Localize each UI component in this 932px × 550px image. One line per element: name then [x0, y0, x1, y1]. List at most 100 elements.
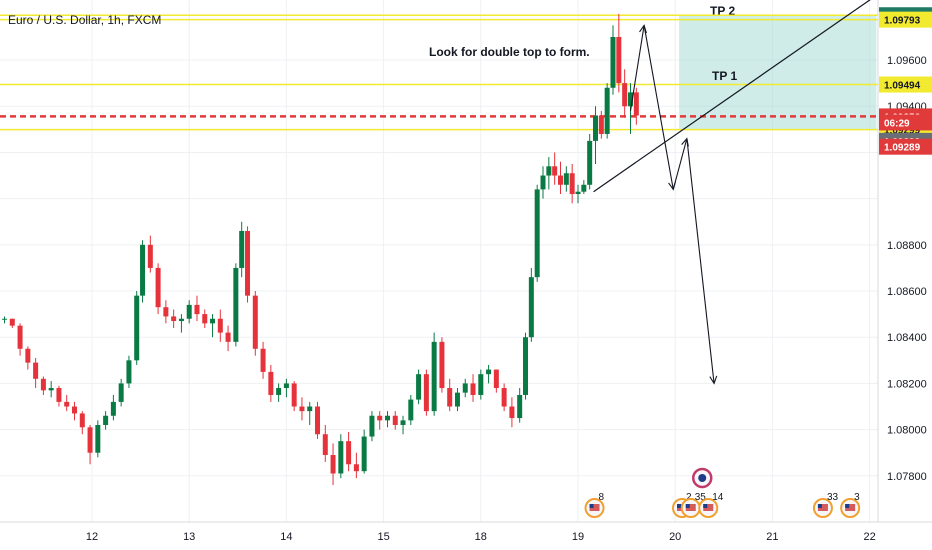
- candle-body: [517, 394, 523, 419]
- price-tick-label: 1.07800: [887, 471, 927, 483]
- event-count: 3: [854, 492, 860, 503]
- candle-body: [79, 413, 85, 428]
- event-marker[interactable]: 33: [812, 492, 839, 518]
- candle-body: [163, 307, 169, 317]
- candle-body: [569, 173, 575, 195]
- path-arrowhead: [709, 375, 718, 385]
- price-level-tag-text: 1.09299: [884, 126, 921, 137]
- economic-events[interactable]: 8 2 35 14 33 3: [584, 467, 861, 518]
- price-tag-text: 1.09289: [884, 143, 921, 154]
- flag-stripes: [703, 504, 714, 511]
- price-levels: [0, 14, 878, 131]
- price-tick-label: 1.08000: [887, 425, 927, 437]
- candle-body: [194, 304, 200, 315]
- path-arrowhead: [681, 137, 689, 147]
- candle-body: [25, 348, 31, 363]
- candle-body: [322, 434, 328, 456]
- candle-body: [110, 401, 116, 416]
- price-tag-text: 06:29: [884, 118, 910, 129]
- candle-body: [72, 406, 78, 414]
- flag-canton: [817, 504, 822, 508]
- event-marker[interactable]: 8: [584, 492, 605, 518]
- time-tick-label: 21: [766, 531, 778, 543]
- candle-body: [239, 230, 245, 268]
- candle-body: [454, 392, 460, 407]
- candle-body: [563, 173, 569, 185]
- candle-body: [552, 166, 558, 176]
- candle-body: [9, 318, 15, 326]
- candle-body: [126, 360, 132, 384]
- event-marker[interactable]: 14: [698, 492, 724, 518]
- flag-stripes: [845, 504, 856, 511]
- flag-canton: [845, 504, 850, 508]
- candle-body: [245, 230, 251, 296]
- candle-body: [338, 441, 344, 474]
- candle-body: [478, 374, 484, 395]
- price-axis[interactable]: 1.07800 1.08000 1.08200 1.08400 1.08600 1.088…: [877, 0, 932, 550]
- grid: [0, 0, 878, 522]
- candle-body: [118, 383, 124, 402]
- candle-body: [2, 318, 8, 320]
- candle-body: [384, 415, 390, 421]
- candle-body: [622, 83, 628, 107]
- candle-body: [486, 369, 492, 375]
- candle-body: [155, 267, 161, 308]
- candle-body: [64, 401, 70, 407]
- flag-canton: [698, 474, 707, 482]
- flag-canton: [703, 504, 708, 508]
- candle-body: [140, 244, 146, 296]
- flag-stripes: [817, 504, 828, 511]
- candle-body: [299, 406, 305, 412]
- candle-body: [439, 341, 445, 389]
- event-count: 14: [712, 492, 724, 503]
- candle-body: [48, 388, 54, 391]
- candle-body: [523, 337, 529, 395]
- candle-body: [416, 374, 422, 400]
- candle-body: [252, 295, 258, 349]
- candle-body: [431, 341, 437, 412]
- candle-body: [558, 175, 564, 185]
- candle-body: [291, 383, 297, 407]
- candle-body: [587, 140, 593, 185]
- candle-body: [447, 388, 453, 407]
- candle-body: [540, 175, 546, 190]
- candle-body: [171, 316, 177, 322]
- price-tag: [879, 114, 932, 131]
- candle-body: [528, 277, 534, 338]
- chart-title: Euro / U.S. Dollar, 1h, FXCM: [8, 13, 161, 27]
- candle-body: [346, 441, 352, 465]
- candle-body: [33, 362, 39, 379]
- tp1-label: TP 1: [712, 69, 737, 83]
- price-level-tag-text: 1.09494: [884, 81, 921, 92]
- candle-body: [470, 383, 476, 395]
- candle-body: [95, 424, 101, 453]
- event-count: 2: [686, 492, 692, 503]
- candle-body: [369, 415, 375, 437]
- flag-stripes: [589, 504, 600, 511]
- candle-body: [627, 92, 633, 107]
- price-tick-label: 1.09600: [887, 55, 927, 67]
- candle-body: [233, 267, 239, 342]
- price-tick-label: 1.08800: [887, 240, 927, 252]
- time-axis[interactable]: 12 13 14 15 18 19 20 21 22: [0, 521, 932, 550]
- time-tick-label: 20: [669, 531, 681, 543]
- candle-body: [501, 388, 507, 407]
- candle-body: [377, 415, 383, 421]
- time-tick-label: 13: [183, 531, 195, 543]
- candle-body: [509, 406, 515, 419]
- candle-body: [423, 374, 429, 412]
- candle-body: [134, 295, 140, 361]
- candle-body: [493, 369, 499, 389]
- time-axis-background: [0, 522, 932, 550]
- time-tick-label: 22: [863, 531, 875, 543]
- candle-body: [17, 325, 23, 349]
- event-marker[interactable]: 3: [840, 492, 861, 518]
- price-level-tag: [879, 76, 932, 93]
- candle-body: [581, 184, 587, 192]
- candle-body: [462, 383, 468, 393]
- candle-body: [408, 399, 414, 421]
- flag-canton: [685, 504, 690, 508]
- time-tick-label: 18: [475, 531, 487, 543]
- path-arrowhead: [639, 24, 647, 34]
